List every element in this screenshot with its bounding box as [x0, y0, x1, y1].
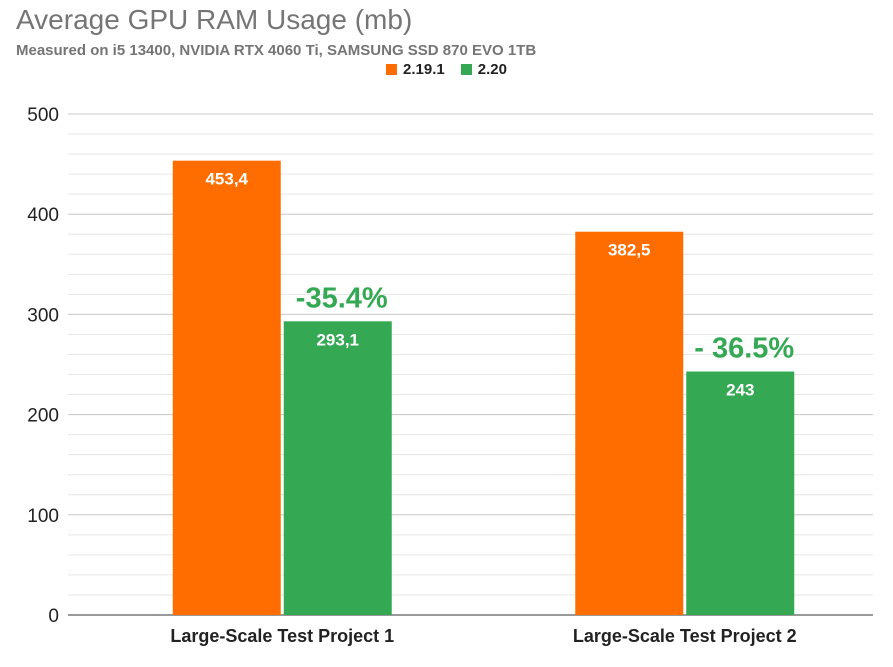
chart-subtitle: Measured on i5 13400, NVIDIA RTX 4060 Ti… — [16, 42, 537, 59]
bar-series-2-category-1 — [283, 321, 392, 615]
x-tick-label: Large-Scale Test Project 2 — [573, 626, 797, 646]
data-label: 382,5 — [608, 241, 651, 260]
chart-title: Average GPU RAM Usage (mb) — [16, 4, 413, 35]
change-annotation: - 36.5% — [694, 333, 794, 365]
data-label: 243 — [726, 381, 754, 400]
y-tick-label: 300 — [27, 305, 59, 326]
y-tick-label: 100 — [27, 506, 59, 527]
y-tick-label: 400 — [27, 205, 59, 226]
legend-label-series-2: 2.20 — [477, 61, 507, 78]
legend-swatch-series-1 — [386, 64, 398, 75]
legend-item-series-2: 2.20 — [460, 61, 507, 78]
legend-item-series-1: 2.19.1 — [386, 61, 445, 78]
x-tick-label: Large-Scale Test Project 1 — [170, 626, 394, 646]
bar-series-1-category-1 — [172, 160, 281, 615]
bar-series-2-category-2 — [686, 371, 795, 615]
y-tick-label: 0 — [48, 606, 59, 627]
data-label: 293,1 — [316, 330, 359, 349]
y-tick-label: 500 — [27, 105, 59, 126]
legend-label-series-1: 2.19.1 — [403, 61, 445, 78]
bar-series-1-category-2 — [575, 231, 684, 616]
y-tick-label: 200 — [27, 406, 59, 427]
change-annotation: -35.4% — [296, 282, 388, 314]
data-label: 453,4 — [205, 170, 248, 189]
legend-swatch-series-2 — [460, 64, 472, 75]
legend: 2.19.1 2.20 — [0, 61, 893, 78]
